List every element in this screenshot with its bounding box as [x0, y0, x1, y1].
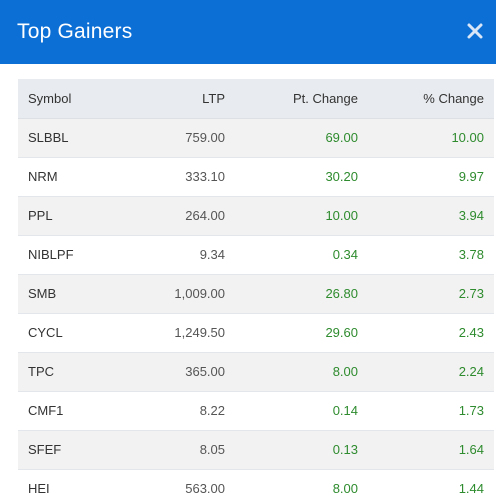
pct-change-cell: 2.24: [358, 352, 494, 392]
column-header-symbol[interactable]: Symbol: [18, 79, 138, 119]
symbol-cell: NIBLPF: [18, 235, 138, 275]
table-row[interactable]: CMF1 8.22 0.14 1.73: [18, 391, 494, 431]
ltp-cell: 264.00: [138, 196, 225, 236]
symbol-cell: TPC: [18, 352, 138, 392]
column-header-ltp[interactable]: LTP: [138, 79, 225, 119]
symbol-cell: NRM: [18, 157, 138, 197]
table-row[interactable]: SMB 1,009.00 26.80 2.73: [18, 274, 494, 314]
ltp-cell: 333.10: [138, 157, 225, 197]
ltp-cell: 563.00: [138, 469, 225, 504]
ltp-cell: 8.22: [138, 391, 225, 431]
column-header-pct-change[interactable]: % Change: [358, 79, 494, 119]
pct-change-cell: 10.00: [358, 118, 494, 158]
symbol-cell: SFEF: [18, 430, 138, 470]
table-row[interactable]: NRM 333.10 30.20 9.97: [18, 157, 494, 197]
gainers-table: Symbol LTP Pt. Change % Change SLBBL 759…: [18, 79, 494, 504]
ltp-cell: 9.34: [138, 235, 225, 275]
pct-change-cell: 9.97: [358, 157, 494, 197]
pct-change-cell: 1.73: [358, 391, 494, 431]
pct-change-cell: 1.44: [358, 469, 494, 504]
table-row[interactable]: SLBBL 759.00 69.00 10.00: [18, 118, 494, 158]
symbol-cell: HEI: [18, 469, 138, 504]
pt-change-cell: 0.14: [225, 391, 358, 431]
close-icon: [467, 23, 483, 39]
pct-change-cell: 1.64: [358, 430, 494, 470]
column-header-pt-change[interactable]: Pt. Change: [225, 79, 358, 119]
modal-title: Top Gainers: [17, 20, 133, 43]
table-row[interactable]: SFEF 8.05 0.13 1.64: [18, 430, 494, 470]
pct-change-cell: 2.73: [358, 274, 494, 314]
pt-change-cell: 8.00: [225, 469, 358, 504]
gainers-table-container: Symbol LTP Pt. Change % Change SLBBL 759…: [18, 79, 494, 504]
pct-change-cell: 3.94: [358, 196, 494, 236]
symbol-cell: SMB: [18, 274, 138, 314]
pt-change-cell: 10.00: [225, 196, 358, 236]
ltp-cell: 8.05: [138, 430, 225, 470]
pt-change-cell: 29.60: [225, 313, 358, 353]
symbol-cell: PPL: [18, 196, 138, 236]
pt-change-cell: 0.34: [225, 235, 358, 275]
ltp-cell: 365.00: [138, 352, 225, 392]
pct-change-cell: 3.78: [358, 235, 494, 275]
modal-header: Top Gainers: [0, 0, 496, 64]
pt-change-cell: 8.00: [225, 352, 358, 392]
table-row[interactable]: CYCL 1,249.50 29.60 2.43: [18, 313, 494, 353]
close-button[interactable]: [464, 20, 486, 42]
symbol-cell: CMF1: [18, 391, 138, 431]
ltp-cell: 759.00: [138, 118, 225, 158]
ltp-cell: 1,009.00: [138, 274, 225, 314]
pt-change-cell: 30.20: [225, 157, 358, 197]
table-row[interactable]: NIBLPF 9.34 0.34 3.78: [18, 235, 494, 275]
table-row[interactable]: HEI 563.00 8.00 1.44: [18, 469, 494, 504]
symbol-cell: SLBBL: [18, 118, 138, 158]
pt-change-cell: 0.13: [225, 430, 358, 470]
pt-change-cell: 69.00: [225, 118, 358, 158]
pct-change-cell: 2.43: [358, 313, 494, 353]
table-row[interactable]: PPL 264.00 10.00 3.94: [18, 196, 494, 236]
table-row[interactable]: TPC 365.00 8.00 2.24: [18, 352, 494, 392]
pt-change-cell: 26.80: [225, 274, 358, 314]
ltp-cell: 1,249.50: [138, 313, 225, 353]
symbol-cell: CYCL: [18, 313, 138, 353]
table-header-row: Symbol LTP Pt. Change % Change: [18, 79, 494, 119]
